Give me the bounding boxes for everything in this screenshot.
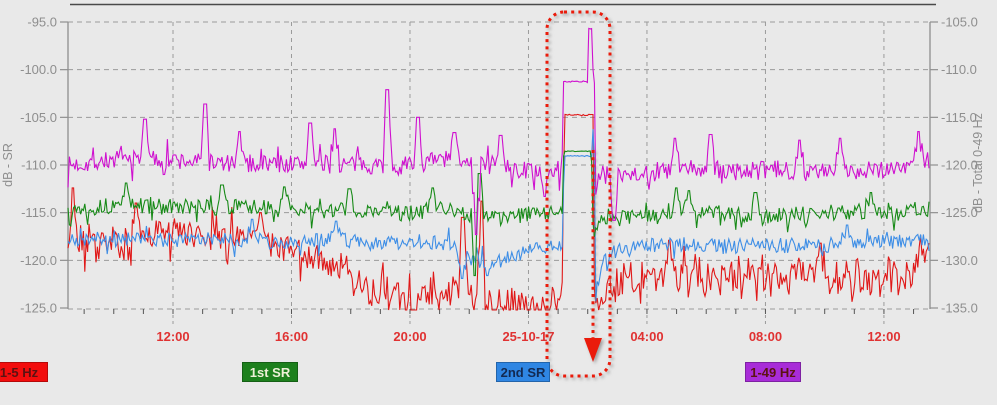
highlight-rect (545, 10, 612, 378)
y-tick-label-left: -125.0 (20, 301, 57, 316)
axes (60, 3, 938, 326)
trace-2nd-sr (67, 129, 930, 302)
y-tick-label-right: -125.0 (941, 205, 978, 220)
y-tick-label-left: -110.0 (21, 157, 57, 172)
x-tick-label: 12:00 (156, 329, 189, 344)
legend-item-1-5-hz[interactable]: 1-5 Hz (0, 362, 48, 382)
y-tick-label-left: -95.0 (27, 15, 57, 30)
trace-1-49-hz (67, 27, 930, 236)
y-tick-label-right: -105.0 (941, 15, 978, 30)
x-tick-label: 20:00 (393, 329, 426, 344)
y-tick-label-left: -100.0 (20, 62, 57, 77)
trace-1-5-hz (67, 113, 930, 312)
highlight-annotation (545, 10, 612, 378)
x-tick-label: 08:00 (749, 329, 782, 344)
x-tick-label: 12:00 (867, 329, 900, 344)
x-tick-label: 16:00 (275, 329, 308, 344)
legend-item-2nd-sr[interactable]: 2nd SR (496, 362, 550, 382)
y-axis-title-right: dB - Total 0-49 Hz (971, 113, 985, 213)
y-tick-label-right: -115.0 (941, 110, 977, 125)
traces (67, 27, 930, 312)
y-tick-label-left: -120.0 (20, 253, 57, 268)
y-tick-label-right: -135.0 (941, 301, 978, 316)
legend-item-1-49-hz[interactable]: 1-49 Hz (745, 362, 801, 382)
trace-1st-sr (67, 150, 930, 277)
y-tick-label-right: -110.0 (941, 62, 977, 77)
arrow-head-icon (584, 338, 602, 362)
y-tick-label-right: -130.0 (941, 253, 978, 268)
x-tick-label: 25-10-17 (502, 329, 554, 344)
x-tick-label: 04:00 (630, 329, 663, 344)
y-tick-label-right: -120.0 (941, 157, 978, 172)
y-tick-label-left: -105.0 (20, 110, 57, 125)
y-tick-label-left: -115.0 (21, 205, 57, 220)
y-axis-title-left: dB - SR (1, 143, 15, 187)
legend-item-1st-sr[interactable]: 1st SR (242, 362, 298, 382)
tick-labels: -95.0 -100.0 -105.0 -110.0 -115.0 -120.0 -125.… (20, 15, 978, 345)
